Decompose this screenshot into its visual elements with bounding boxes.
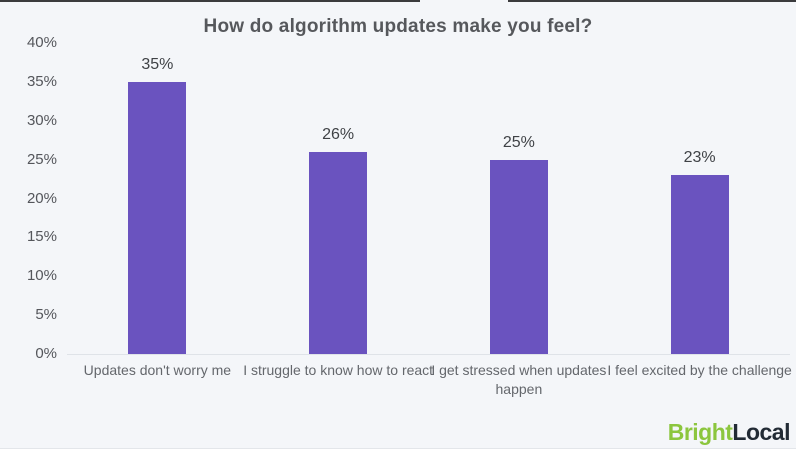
logo-text-bright: Bright	[667, 419, 733, 445]
bar-value-label: 26%	[322, 125, 355, 143]
y-axis-tick-label: 40%	[26, 34, 57, 51]
x-axis-category-label: I feel excited by the challenge	[607, 362, 792, 378]
window-top-edge-left	[0, 0, 420, 2]
bar-value-label: 25%	[502, 133, 535, 151]
bar	[309, 151, 368, 354]
y-axis-tick-label: 30%	[26, 111, 57, 129]
bar	[670, 175, 729, 354]
y-axis-tick-label: 25%	[26, 150, 57, 168]
y-axis-tick-label: 5%	[35, 306, 57, 324]
chart-title: How do algorithm updates make you feel?	[203, 16, 593, 37]
x-axis-category-label: I get stressed when updates happen	[431, 362, 607, 397]
y-axis-tick-label: 0%	[35, 345, 57, 362]
bar-value-label: 23%	[683, 149, 716, 167]
window-top-edge-right	[508, 0, 796, 2]
bar	[128, 81, 187, 354]
bar-value-label: 35%	[141, 55, 174, 73]
x-axis-category-label: Updates don't worry me	[83, 362, 232, 378]
bar	[489, 159, 548, 354]
y-axis-tick-label: 35%	[26, 72, 57, 90]
logo-text-local: Local	[732, 419, 790, 445]
brightlocal-logo: BrightLocal	[667, 419, 791, 445]
y-axis-tick-label: 15%	[26, 228, 57, 246]
y-axis-tick-label: 10%	[26, 267, 57, 285]
y-axis-tick-label: 20%	[26, 189, 57, 207]
x-axis-baseline	[67, 354, 790, 355]
x-axis-category-label: I struggle to know how to react	[243, 362, 434, 378]
